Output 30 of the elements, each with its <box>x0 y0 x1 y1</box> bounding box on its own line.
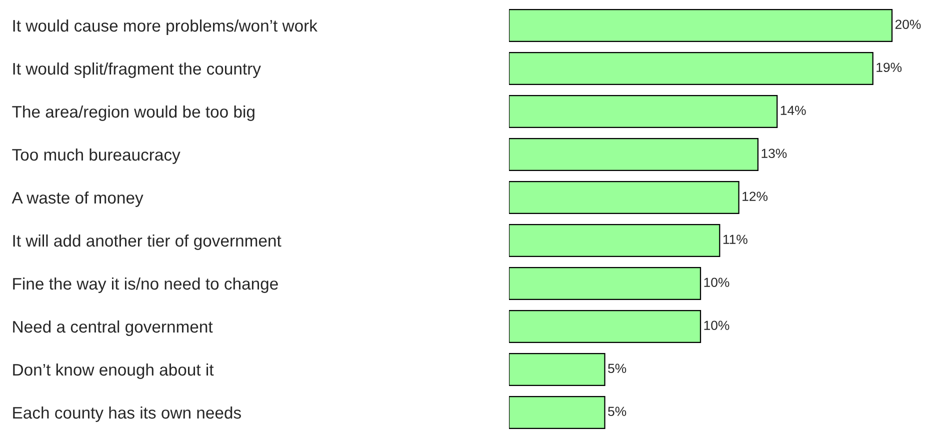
data-label: 13% <box>762 148 787 158</box>
bar <box>509 181 740 214</box>
y-tick-label: Too much bureaucracy <box>12 148 180 164</box>
data-label: 10% <box>704 278 730 288</box>
bar <box>509 52 874 85</box>
bar <box>509 224 720 257</box>
data-label: 12% <box>742 192 768 201</box>
bar <box>509 267 702 300</box>
y-tick-label: The area/region would be too big <box>12 105 254 121</box>
data-label: 5% <box>608 364 626 374</box>
data-label: 20% <box>895 20 921 30</box>
data-label: 11% <box>723 234 748 244</box>
data-label: 10% <box>704 320 730 330</box>
data-label: 5% <box>608 406 626 416</box>
bar <box>509 138 759 171</box>
bar <box>509 95 778 128</box>
y-tick-label: It would cause more problems/won’t work <box>13 19 318 35</box>
y-tick-label: A waste of money <box>12 191 144 207</box>
bar <box>509 353 606 386</box>
data-label: 14% <box>780 106 806 115</box>
bar <box>509 310 702 343</box>
y-tick-label: It will add another tier of government <box>13 234 282 250</box>
data-label: 19% <box>876 62 902 72</box>
bar <box>509 9 893 42</box>
y-tick-label: Need a central government <box>13 320 213 336</box>
y-tick-label: Fine the way it is/no need to change <box>13 277 278 293</box>
bar <box>509 396 606 429</box>
y-tick-label: It would split/fragment the country <box>13 62 261 78</box>
y-tick-label: Each county has its own needs <box>13 406 241 422</box>
y-tick-label: Don’t know enough about it <box>13 363 214 379</box>
